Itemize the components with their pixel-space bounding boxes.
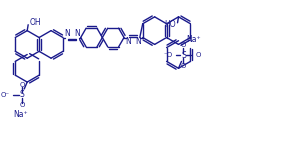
Text: Na⁺: Na⁺: [13, 110, 28, 119]
Text: O: O: [181, 63, 186, 69]
Text: O: O: [20, 102, 25, 108]
Text: ⁻O: ⁻O: [164, 52, 173, 59]
Text: N: N: [125, 37, 131, 46]
Text: N: N: [135, 37, 141, 46]
Text: HO: HO: [164, 20, 175, 29]
Text: O: O: [195, 52, 201, 59]
Text: OH: OH: [29, 18, 41, 27]
Text: O: O: [20, 82, 25, 88]
Text: O⁻: O⁻: [0, 92, 10, 98]
Text: S: S: [20, 90, 25, 99]
Text: N: N: [74, 29, 80, 38]
Text: O: O: [181, 42, 186, 48]
Text: S: S: [181, 51, 186, 60]
Text: N: N: [64, 29, 70, 38]
Text: Na⁺: Na⁺: [186, 35, 201, 44]
